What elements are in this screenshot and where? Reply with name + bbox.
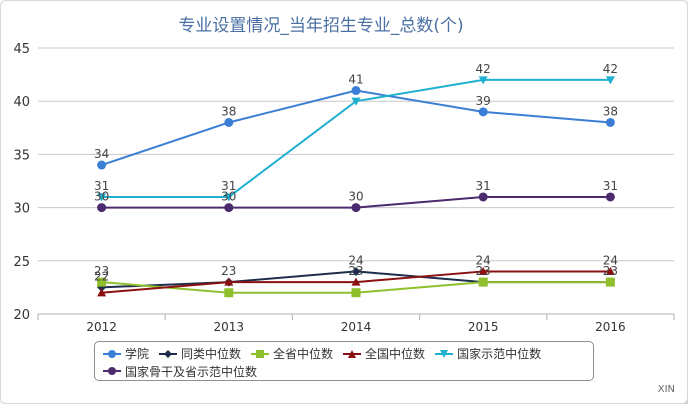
- data-point: [478, 107, 488, 117]
- legend-item[interactable]: 同类中位数: [159, 345, 241, 362]
- data-label: 34: [94, 147, 109, 161]
- data-label: 41: [348, 73, 363, 87]
- data-point: [97, 203, 107, 213]
- legend-label: 国家示范中位数: [457, 347, 542, 361]
- data-point: [224, 288, 234, 298]
- data-label: 30: [94, 190, 109, 204]
- series-line-4: [101, 78, 611, 198]
- x-tick-label: 2012: [86, 320, 117, 334]
- data-label: 23: [348, 264, 363, 278]
- data-point: [478, 192, 488, 202]
- data-label: 24: [348, 253, 363, 267]
- x-tick-label: 2014: [341, 320, 372, 334]
- data-point: [97, 193, 107, 202]
- legend-label: 国家骨干及省示范中位数: [125, 364, 258, 379]
- y-tick-label: 20: [13, 308, 30, 323]
- data-label: 24: [476, 253, 491, 267]
- data-point: [224, 117, 234, 127]
- data-label: 31: [94, 179, 109, 193]
- legend-swatch: [343, 349, 362, 358]
- y-tick-label: 40: [13, 95, 30, 110]
- data-label: 23: [221, 264, 236, 278]
- watermark: XIN: [657, 384, 675, 395]
- data-point: [224, 193, 234, 202]
- x-tick-label: 2013: [214, 320, 245, 334]
- legend-item[interactable]: 国家骨干及省示范中位数: [103, 363, 257, 380]
- data-label: 23: [476, 264, 491, 278]
- legend-label: 全国中位数: [365, 347, 426, 361]
- data-label: 23: [603, 264, 618, 278]
- legend-swatch: [103, 349, 121, 358]
- legend-item[interactable]: 全省中位数: [251, 345, 333, 362]
- data-point: [478, 277, 488, 287]
- legend-swatch: [159, 349, 178, 358]
- legend-item[interactable]: 全国中位数: [343, 345, 425, 362]
- data-point: [351, 86, 361, 96]
- data-point: [224, 277, 234, 286]
- data-label: 31: [476, 179, 491, 193]
- x-tick-label: 2016: [595, 320, 626, 334]
- data-point: [351, 266, 361, 276]
- data-point: [478, 76, 488, 85]
- data-label: 22: [94, 269, 109, 283]
- data-point: [605, 76, 615, 85]
- y-tick-label: 45: [13, 42, 30, 57]
- x-tick-label: 2015: [468, 320, 499, 334]
- data-point: [224, 203, 234, 213]
- legend-label: 学院: [125, 347, 150, 361]
- legend-swatch: [251, 349, 270, 358]
- data-point: [351, 97, 361, 106]
- y-tick-label: 35: [13, 148, 30, 163]
- data-point: [97, 288, 107, 297]
- y-tick-label: 30: [13, 202, 30, 217]
- data-point: [605, 192, 615, 202]
- data-label: 24: [603, 253, 618, 267]
- legend-label: 同类中位数: [181, 347, 242, 361]
- data-label: 39: [476, 94, 491, 108]
- data-label: 23: [94, 264, 109, 278]
- data-label: 31: [603, 179, 618, 193]
- data-point: [605, 277, 615, 287]
- data-point: [97, 277, 107, 287]
- data-label: 38: [603, 104, 618, 118]
- data-label: 31: [221, 179, 236, 193]
- legend-item[interactable]: 学院: [103, 345, 149, 362]
- data-point: [97, 160, 107, 170]
- legend-item[interactable]: 国家示范中位数: [435, 345, 541, 362]
- chart-legend: 学院 同类中位数 全省中位数 全国中位数 国家示范中位数国家骨干及省示范中位数: [94, 341, 594, 381]
- chart-title: 专业设置情况_当年招生专业_总数(个): [178, 16, 464, 36]
- legend-swatch: [103, 367, 121, 375]
- data-point: [478, 266, 488, 276]
- legend-swatch: [435, 349, 454, 358]
- legend-label: 全省中位数: [273, 347, 334, 361]
- data-label: 30: [348, 190, 363, 204]
- data-point: [351, 277, 361, 286]
- data-point: [351, 288, 361, 298]
- data-label: 30: [221, 190, 236, 204]
- data-label: 38: [221, 104, 236, 118]
- data-point: [605, 266, 615, 276]
- data-point: [605, 117, 615, 127]
- data-label: 42: [603, 62, 618, 76]
- y-tick-label: 25: [13, 255, 30, 270]
- data-label: 42: [476, 62, 491, 76]
- data-point: [351, 203, 361, 213]
